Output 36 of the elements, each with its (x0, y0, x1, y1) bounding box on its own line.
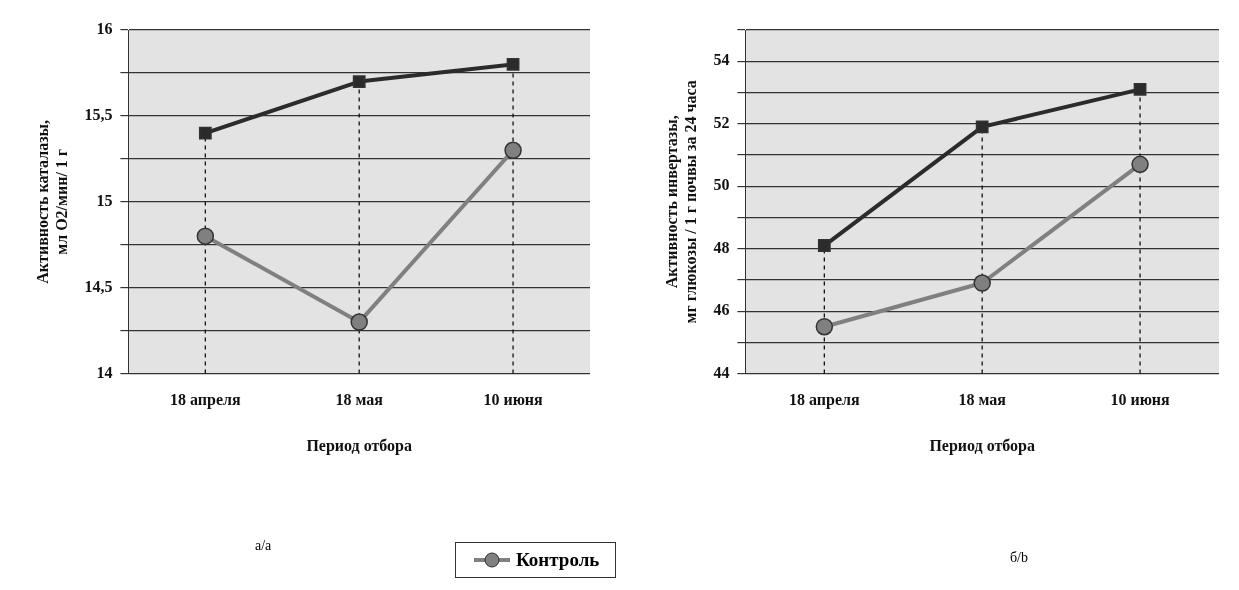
y-axis-title: Активность каталазы, мл О2/мин/ 1 г (33, 119, 70, 284)
point (504, 141, 522, 160)
y-axis-title: Активность инвертазы, мг глюкозы / 1 г почвы за 24 часа (662, 80, 699, 324)
point (350, 313, 368, 331)
y-tick-label: 15,5 (84, 106, 113, 124)
legend-label: Контроль (516, 549, 600, 571)
point (198, 126, 212, 140)
y-tick-label: 14 (96, 363, 113, 381)
x-tick-label: 18 мая (335, 391, 384, 409)
y-tick-label: 14,5 (84, 277, 113, 295)
point (196, 227, 215, 245)
x-tick-label: 10 июня (1110, 391, 1171, 409)
point (973, 274, 991, 292)
point (1133, 82, 1147, 96)
x-tick-label: 18 мая (958, 391, 1007, 409)
x-tick-label: 10 июня (483, 391, 544, 409)
x-tick-label: 18 апреля (170, 391, 241, 410)
point (817, 239, 831, 252)
y-tick-label: 46 (713, 301, 730, 319)
x-axis-title: Период отбора (929, 436, 1036, 455)
point (1131, 155, 1149, 174)
text: а/a (255, 538, 272, 554)
y-tick-label: 50 (713, 176, 730, 194)
text: б/b (1010, 550, 1029, 566)
x-axis-title: Период отбора (306, 436, 413, 455)
y-tick-label: 48 (713, 238, 730, 256)
y-tick-label: 15 (96, 191, 113, 209)
y-tick-label: 16 (96, 20, 113, 38)
point (975, 120, 989, 134)
y-tick-label: 54 (713, 51, 730, 69)
point (352, 75, 366, 88)
y-tick-label: 44 (713, 363, 730, 381)
point (815, 318, 834, 336)
x-tick-label: 18 апреля (789, 391, 860, 410)
point (506, 57, 520, 71)
y-tick-label: 52 (713, 113, 730, 131)
